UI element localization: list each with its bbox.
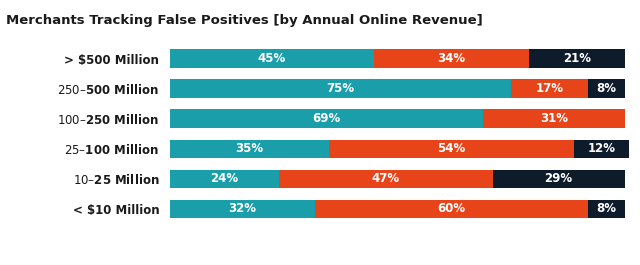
Bar xyxy=(493,170,625,188)
Text: Merchants Tracking False Positives [by Annual Online Revenue]: Merchants Tracking False Positives [by A… xyxy=(6,14,483,27)
Text: 32%: 32% xyxy=(228,202,257,215)
Bar xyxy=(170,140,329,158)
Bar xyxy=(329,140,575,158)
Bar xyxy=(315,200,588,218)
Text: 29%: 29% xyxy=(545,172,573,185)
Bar xyxy=(279,170,493,188)
Text: 24%: 24% xyxy=(210,172,238,185)
Bar xyxy=(170,200,315,218)
Bar xyxy=(170,170,279,188)
Text: 47%: 47% xyxy=(372,172,400,185)
Text: 69%: 69% xyxy=(312,112,340,125)
Bar xyxy=(588,80,625,98)
Text: 54%: 54% xyxy=(438,142,466,155)
Text: 34%: 34% xyxy=(438,52,466,65)
Legend: Yes, No, I Don't Know: Yes, No, I Don't Know xyxy=(275,262,481,265)
Bar xyxy=(511,80,588,98)
Bar xyxy=(170,50,374,68)
Bar xyxy=(529,50,625,68)
Text: 8%: 8% xyxy=(596,82,616,95)
Text: 60%: 60% xyxy=(438,202,466,215)
Bar xyxy=(575,140,629,158)
Text: 35%: 35% xyxy=(235,142,263,155)
Text: 75%: 75% xyxy=(326,82,355,95)
Text: 45%: 45% xyxy=(258,52,286,65)
Bar xyxy=(588,200,625,218)
Text: 8%: 8% xyxy=(596,202,616,215)
Bar xyxy=(170,109,483,128)
Text: 21%: 21% xyxy=(563,52,591,65)
Text: 31%: 31% xyxy=(540,112,568,125)
Text: 17%: 17% xyxy=(536,82,563,95)
Bar xyxy=(374,50,529,68)
Text: 12%: 12% xyxy=(588,142,616,155)
Bar xyxy=(170,80,511,98)
Bar xyxy=(483,109,625,128)
